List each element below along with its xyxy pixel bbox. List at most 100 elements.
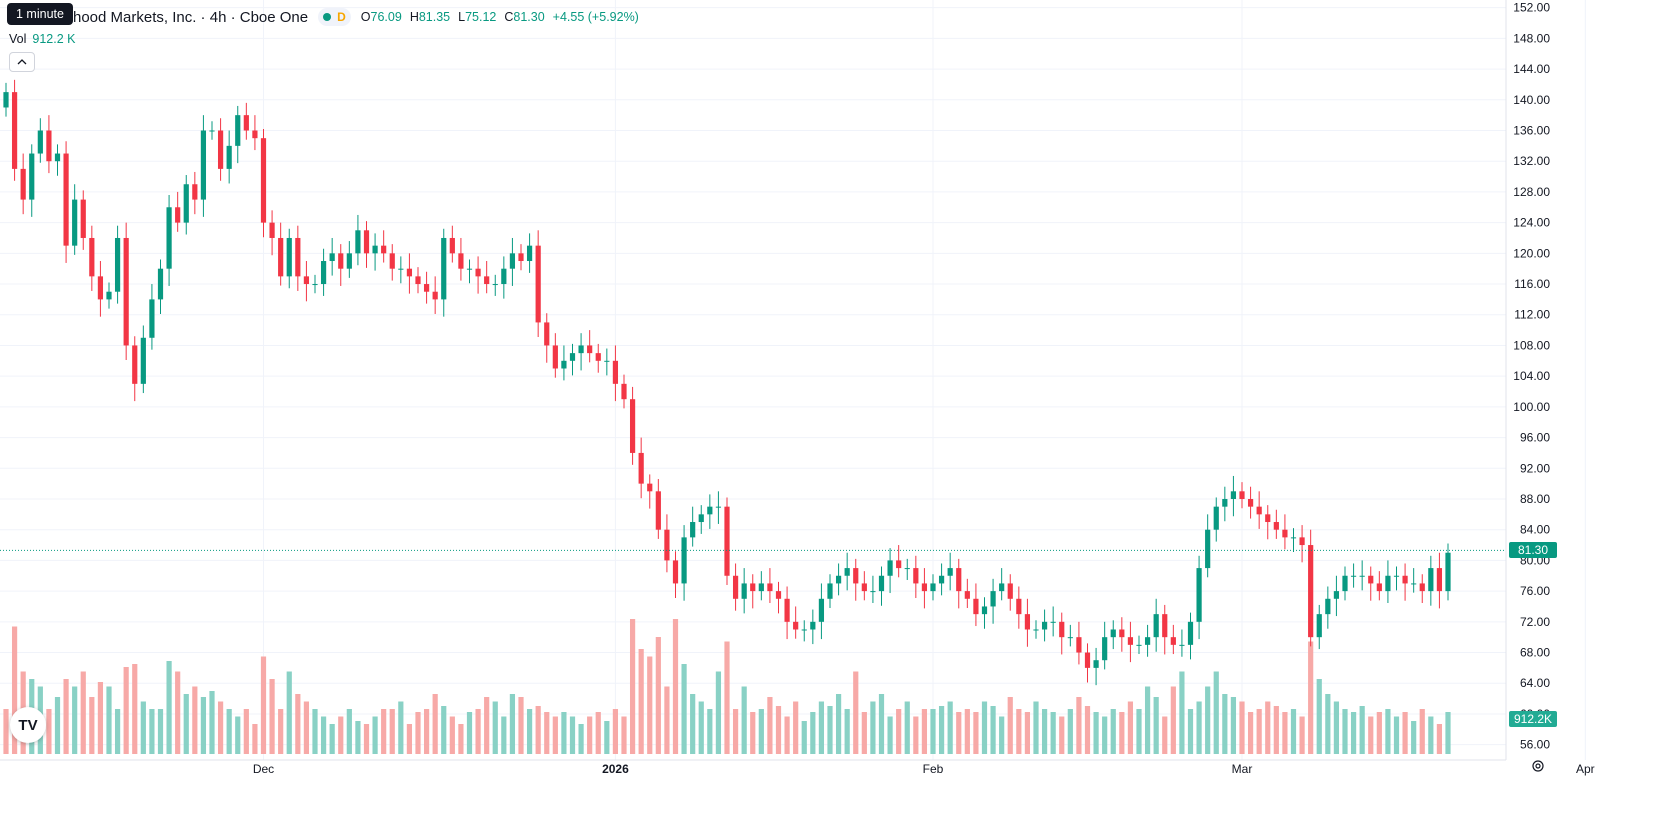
candle-body (89, 237, 95, 277)
volume-bar (604, 721, 610, 754)
volume-bar (1213, 671, 1219, 754)
volume-bar (303, 701, 310, 754)
y-tick-label: 124.00 (1513, 216, 1550, 230)
volume-bar (1265, 701, 1271, 754)
volume-bar (621, 716, 627, 754)
volume-bar (54, 697, 61, 754)
y-tick-label: 144.00 (1513, 62, 1550, 76)
candle-body (1119, 629, 1125, 638)
volume-bar (106, 686, 112, 754)
candle-body (1273, 522, 1279, 530)
candle-body (1436, 568, 1443, 592)
legend-title-row: hood Markets, Inc. · 4h · Cboe One D O76… (9, 7, 639, 27)
candle-body (1144, 637, 1151, 645)
candle-body (784, 598, 790, 622)
candle-body (561, 360, 567, 369)
volume-bar (363, 724, 370, 754)
candle-body (398, 268, 404, 270)
volume-bar (569, 716, 576, 754)
candle-body (338, 253, 344, 269)
volume-bar (913, 716, 919, 754)
volume-bar (990, 706, 996, 754)
y-tick-label: 88.00 (1520, 492, 1550, 506)
status-badge[interactable]: D (318, 8, 351, 26)
tradingview-logo[interactable]: TV (10, 707, 46, 743)
volume-bar (818, 701, 825, 754)
volume-bar (1273, 706, 1279, 754)
volume-bar (655, 637, 661, 754)
candle-body (432, 291, 438, 300)
logo-text: TV (18, 716, 38, 734)
volume-bar (252, 724, 258, 754)
candle-body (415, 276, 421, 285)
candle-body (1136, 644, 1142, 646)
candle-body (569, 353, 576, 361)
tooltip-label: 1 minute (16, 7, 64, 21)
volume-bar (415, 712, 421, 754)
volume-bar (981, 701, 988, 754)
candle-body (509, 253, 516, 269)
volume-bar (552, 716, 558, 754)
candle-body (1333, 591, 1340, 599)
candle-body (827, 583, 833, 599)
volume-bar (921, 709, 928, 754)
volume-bar (878, 694, 885, 754)
candle-body (1342, 575, 1348, 592)
candle-body (818, 598, 825, 622)
volume-bar (72, 686, 78, 754)
candle-body (72, 199, 78, 246)
candle-body (535, 245, 541, 323)
volume-bar (501, 716, 507, 754)
volume-bar (406, 724, 413, 754)
volume-bar (466, 712, 473, 754)
y-tick-label: 128.00 (1513, 185, 1550, 199)
candle-body (750, 583, 756, 592)
gear-icon[interactable] (1531, 759, 1545, 773)
volume-bar (1076, 697, 1082, 754)
volume-bar (1359, 706, 1365, 754)
volume-bar (89, 697, 95, 754)
y-tick-label: 120.00 (1513, 246, 1550, 260)
volume-bar (775, 706, 782, 754)
candle-body (887, 560, 893, 576)
candle-body (664, 529, 670, 561)
volume-bar (930, 709, 936, 754)
volume-bar (1411, 721, 1417, 754)
volume-bar (973, 712, 979, 754)
candle-body (1041, 621, 1048, 630)
volume-bar (1205, 686, 1211, 754)
volume-bar (672, 619, 679, 754)
volume-bar (1436, 724, 1443, 754)
volume-bar (1162, 716, 1168, 754)
low-value: 75.12 (465, 10, 497, 24)
volume-bar (526, 709, 533, 754)
volume-bar (1402, 712, 1408, 754)
y-tick-label: 132.00 (1513, 154, 1550, 168)
volume-bar (801, 721, 807, 754)
volume-bar (372, 716, 378, 754)
collapse-legend-button[interactable] (9, 52, 35, 72)
candle-body (1385, 575, 1391, 592)
volume-bar (1368, 716, 1374, 754)
volume-bar (1110, 709, 1116, 754)
symbol-title[interactable]: hood Markets, Inc. · 4h · Cboe One (73, 8, 309, 26)
low-key: L (458, 10, 466, 24)
timeframe-tooltip: 1 minute (7, 3, 73, 25)
candle-body (501, 268, 507, 285)
candle-body (973, 598, 979, 615)
y-tick-label: 76.00 (1520, 584, 1550, 598)
volume-bar (355, 721, 361, 754)
volume-bar (835, 694, 842, 754)
volume-bar (226, 709, 232, 754)
candle-body (1059, 621, 1065, 638)
volume-bar (647, 656, 653, 754)
candle-body (37, 130, 43, 154)
candle-body (1308, 545, 1314, 638)
volume-bar (904, 701, 910, 754)
volume-bar (1282, 712, 1288, 754)
candle-body (406, 268, 413, 277)
volume-bar (312, 709, 318, 754)
volume-bar (1419, 709, 1425, 754)
candle-body (835, 575, 842, 584)
